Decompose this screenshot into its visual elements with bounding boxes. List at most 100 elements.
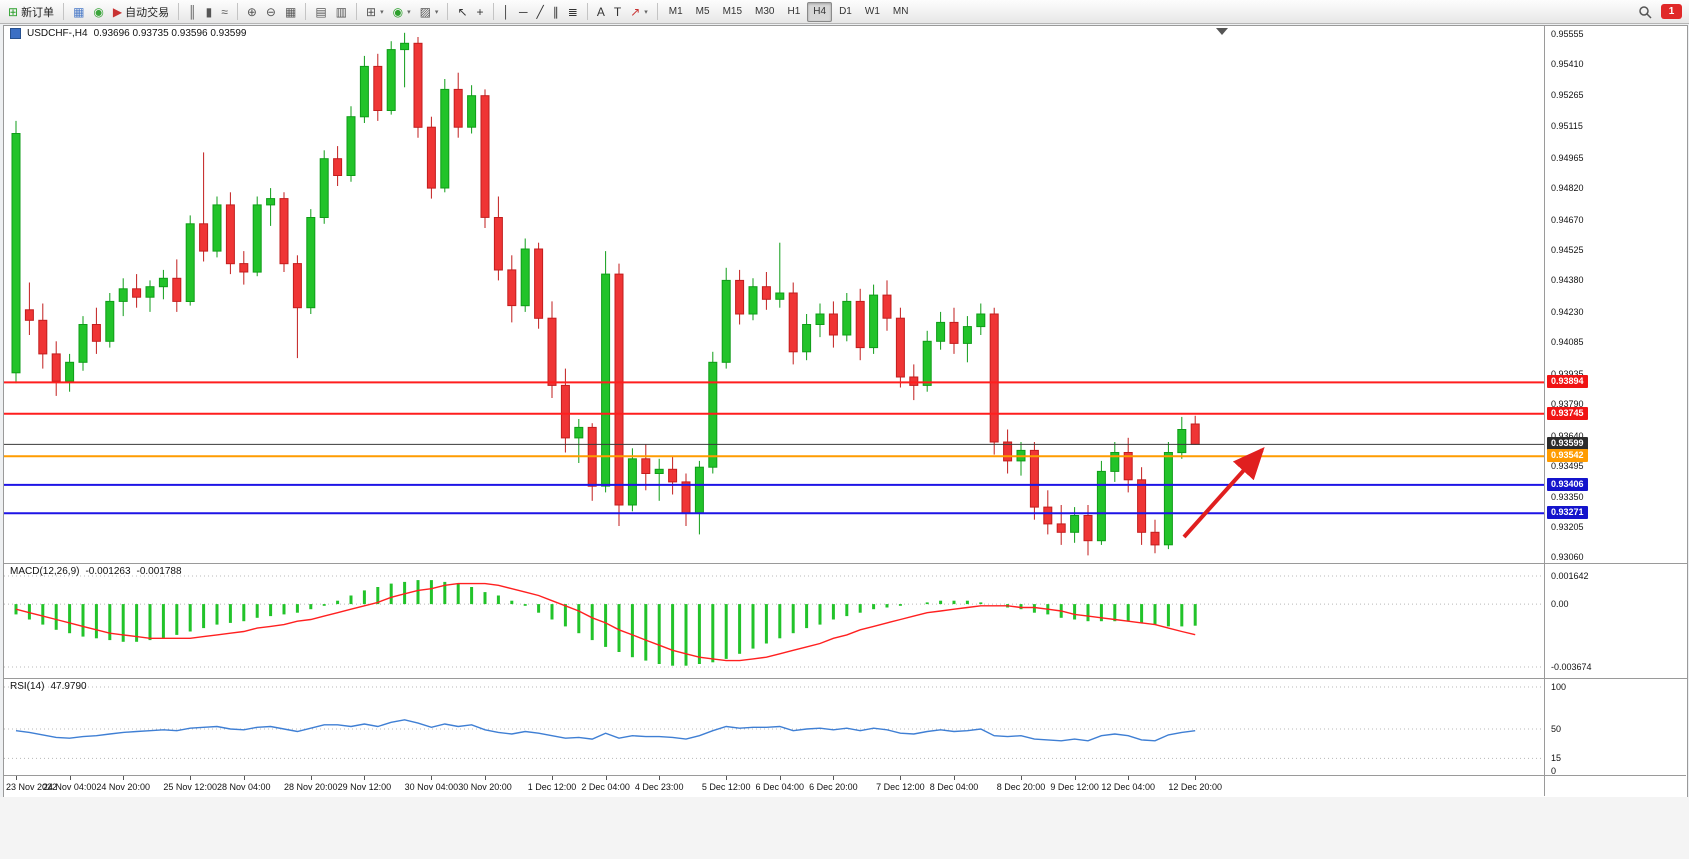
timeframe-m15-button[interactable]: M15 [717, 2, 748, 22]
timeframe-h1-button[interactable]: H1 [781, 2, 806, 22]
autotrading-button[interactable]: ▶ 自动交易 [109, 1, 173, 23]
candles [11, 32, 1200, 556]
time-axis-tick [16, 776, 17, 780]
time-axis-tick [954, 776, 955, 780]
toolbar: ⊞ 新订单 ▦ ◉ ▶ 自动交易 ║ ▮ ≈ ⊕ ⊖ ▦ ▤ ▥ ⊞ ▾ ◉ ▾ ▨ ▾ ↖ + │ ─ ╱ ∥ ≣ A T ↗ ▾ M1 M5… [0, 0, 1689, 24]
new-order-button[interactable]: ⊞ 新订单 [4, 1, 58, 23]
pane-separator[interactable] [4, 563, 1687, 564]
time-axis-tick [1128, 776, 1130, 780]
horizontal-line-button[interactable]: ─ [515, 1, 532, 23]
price-axis-label: 0.94085 [1551, 337, 1584, 347]
line-chart-icon: ≈ [221, 4, 228, 19]
trendline-button[interactable]: ╱ [533, 1, 548, 23]
toolbar-separator [305, 3, 307, 20]
templates-icon: ▨ [419, 4, 431, 19]
timeframe-m5-button[interactable]: M5 [690, 2, 716, 22]
time-axis-tick [243, 776, 245, 780]
timeframe-mn-button[interactable]: MN [887, 2, 915, 22]
time-axis-label: 6 Dec 04:00 [755, 782, 805, 792]
candlestick-chart-button[interactable]: ▮ [202, 1, 217, 23]
arrange-windows-button[interactable]: ▤ [311, 1, 330, 23]
timeframe-d1-button[interactable]: D1 [833, 2, 858, 22]
macd-histogram [14, 580, 1197, 666]
toolbar-right-groups: 1 [1634, 1, 1685, 23]
zoom-in-button[interactable]: ⊕ [243, 1, 261, 23]
chevron-down-icon: ▾ [644, 8, 648, 16]
line-chart-button[interactable]: ≈ [217, 1, 232, 23]
price-axis-label: 0.95555 [1551, 29, 1584, 39]
time-axis-label: 30 Nov 04:00 [404, 782, 459, 792]
symbol-icon [10, 28, 21, 39]
zoom-in-icon: ⊕ [246, 4, 257, 19]
toolbar-separator [63, 3, 65, 20]
timeframe-m1-button[interactable]: M1 [663, 2, 689, 22]
profiles-menu-button[interactable]: ◉ ▾ [389, 1, 415, 23]
toolbar-separator [356, 3, 357, 20]
price-level-badge: 0.93406 [1547, 478, 1588, 491]
time-axis-label: 23 Nov 2022 [6, 782, 58, 792]
candlestick-chart[interactable] [4, 26, 1544, 563]
macd-signal-line [15, 582, 1196, 662]
track-chart-button[interactable]: ▥ [332, 1, 351, 23]
bar-chart-icon: ║ [188, 4, 197, 19]
timeframe-w1-button[interactable]: W1 [859, 2, 886, 22]
vertical-line-button[interactable]: │ [499, 1, 515, 23]
toolbar-separator [586, 3, 588, 20]
time-axis-tick [190, 776, 192, 780]
macd-title: MACD(12,26,9) -0.001263 -0.001788 [10, 566, 182, 577]
chart-title: USDCHF-,H4 0.93696 0.93735 0.93596 0.935… [10, 28, 247, 39]
macd-value-main: -0.001263 [85, 566, 131, 577]
time-axis-label: 1 Dec 12:00 [527, 782, 577, 792]
time-axis-label: 5 Dec 12:00 [701, 782, 751, 792]
channel-button[interactable]: ∥ [549, 1, 563, 23]
timeframe-h1-button-label: H1 [787, 6, 801, 17]
new-order-icon: ⊞ [8, 4, 19, 19]
text-label-button[interactable]: T [610, 1, 625, 23]
crosshair-button[interactable]: + [473, 1, 488, 23]
timeframe-m15-button-label: M15 [722, 6, 743, 17]
candlestick-chart-icon: ▮ [205, 4, 213, 19]
time-axis-tick [1021, 776, 1022, 780]
fibonacci-button[interactable]: ≣ [564, 1, 582, 23]
new-chart-button[interactable]: ⊞ ▾ [362, 1, 388, 23]
rsi-chart[interactable] [4, 679, 1544, 774]
macd-axis-label: 0.00 [1551, 599, 1569, 609]
main-chart-pane[interactable]: USDCHF-,H4 0.93696 0.93735 0.93596 0.935… [4, 26, 1544, 563]
price-axis[interactable]: 0.95555 0.95410 0.95265 0.95115 0.94965 0.948… [1544, 26, 1687, 796]
arrows-button[interactable]: ↗ ▾ [626, 1, 652, 23]
chart-title-ohlc: 0.93696 0.93735 0.93596 0.93599 [93, 28, 247, 39]
cursor-button[interactable]: ↖ [453, 1, 471, 23]
templates-button[interactable]: ▨ ▾ [416, 1, 443, 23]
annotation-arrow[interactable] [1182, 447, 1265, 539]
text-button[interactable]: A [593, 1, 609, 23]
time-axis-label: 2 Dec 04:00 [581, 782, 630, 792]
macd-value-signal: -0.001788 [136, 566, 182, 577]
profiles-button[interactable]: ◉ [89, 1, 107, 23]
toolbar-separator [447, 3, 449, 20]
search-button[interactable] [1634, 1, 1656, 23]
rsi-pane[interactable]: RSI(14) 47.9790 [4, 679, 1544, 774]
time-axis[interactable]: 23 Nov 2022 24 Nov 04:00 24 Nov 20:00 25 No… [4, 775, 1686, 797]
rsi-line [15, 719, 1196, 742]
price-axis-label: 0.95115 [1551, 121, 1583, 131]
bar-chart-button[interactable]: ║ [184, 1, 201, 23]
zoom-out-button[interactable]: ⊖ [262, 1, 280, 23]
pane-separator[interactable] [4, 678, 1687, 679]
time-axis-label: 6 Dec 20:00 [809, 782, 858, 792]
timeframe-mn-button-label: MN [892, 6, 909, 17]
autotrading-button-label: 自动交易 [125, 6, 170, 19]
charts-button[interactable]: ▦ [69, 1, 88, 23]
macd-pane[interactable]: MACD(12,26,9) -0.001263 -0.001788 [4, 564, 1544, 678]
timeframe-m30-button-label: M30 [755, 6, 775, 17]
macd-chart[interactable] [4, 564, 1544, 678]
timeframe-h4-button[interactable]: H4 [807, 1, 833, 22]
price-axis-label: 0.93350 [1551, 492, 1584, 502]
price-axis-label: 0.95265 [1551, 90, 1584, 100]
rsi-title: RSI(14) 47.9790 [10, 681, 87, 692]
timeframe-m30-button[interactable]: M30 [749, 2, 780, 22]
notification-badge[interactable]: 1 [1661, 4, 1682, 19]
tile-windows-button[interactable]: ▦ [281, 1, 300, 23]
price-axis-label: 0.93205 [1551, 522, 1584, 532]
time-axis-tick [123, 776, 125, 780]
price-axis-label: 0.94230 [1551, 307, 1584, 317]
